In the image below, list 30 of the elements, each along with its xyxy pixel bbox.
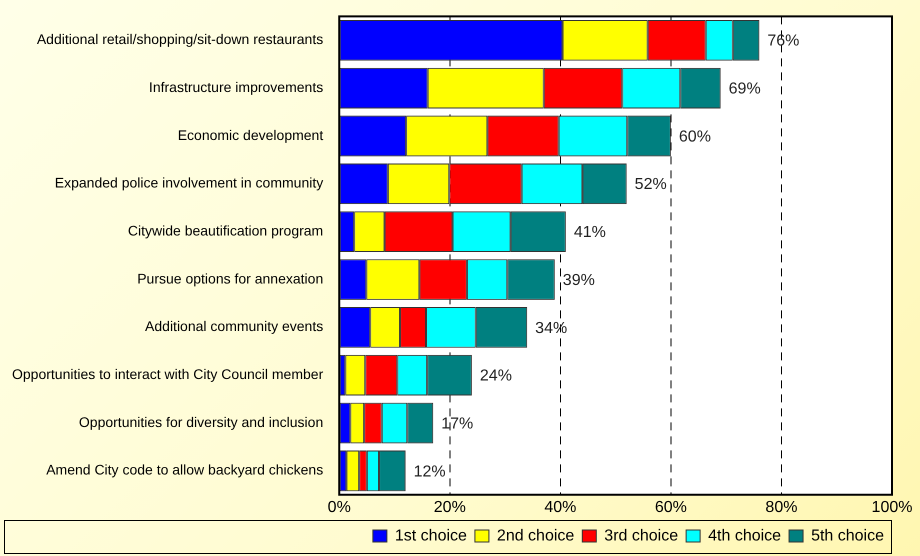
y-tick-label: Additional retail/shopping/sit-down restaurants [36,31,324,48]
y-tick-label: Pursue options for annexation [137,270,324,286]
legend-label: 1st choice [394,527,468,544]
y-tick-label: Citywide beautification program [128,222,324,239]
total-label: 60% [678,128,711,146]
x-tick-label: 20% [434,498,466,516]
total-label: 17% [441,415,474,432]
x-tick-label: 0% [328,498,351,516]
y-tick-label: Opportunities for diversity and inclusion [78,414,324,430]
legend-label: 5th choice [811,527,884,544]
x-tick-label: 60% [654,498,687,516]
total-label: 39% [562,272,595,289]
y-tick-label: Additional community events [145,318,324,334]
total-label: 76% [767,32,800,50]
y-tick-label: Opportunities to interact with City Council member [12,366,324,382]
total-label: 41% [574,224,606,242]
legend-label: 4th choice [708,527,782,544]
x-tick-label: 100% [872,498,912,516]
y-tick-label: Economic development [178,126,324,143]
legend-label: 3rd choice [604,527,678,544]
legend-label: 2nd choice [496,527,574,544]
total-label: 12% [414,463,446,480]
total-label: 69% [728,80,761,98]
total-label: 52% [634,176,667,194]
total-label: 24% [480,368,512,385]
y-tick-label: Infrastructure improvements [148,79,324,96]
x-tick-label: 40% [544,498,576,516]
y-tick-label: Amend City code to allow backyard chickens [46,462,324,478]
y-tick-label: Expanded police involvement in community [54,174,324,191]
x-tick-label: 80% [765,498,798,516]
